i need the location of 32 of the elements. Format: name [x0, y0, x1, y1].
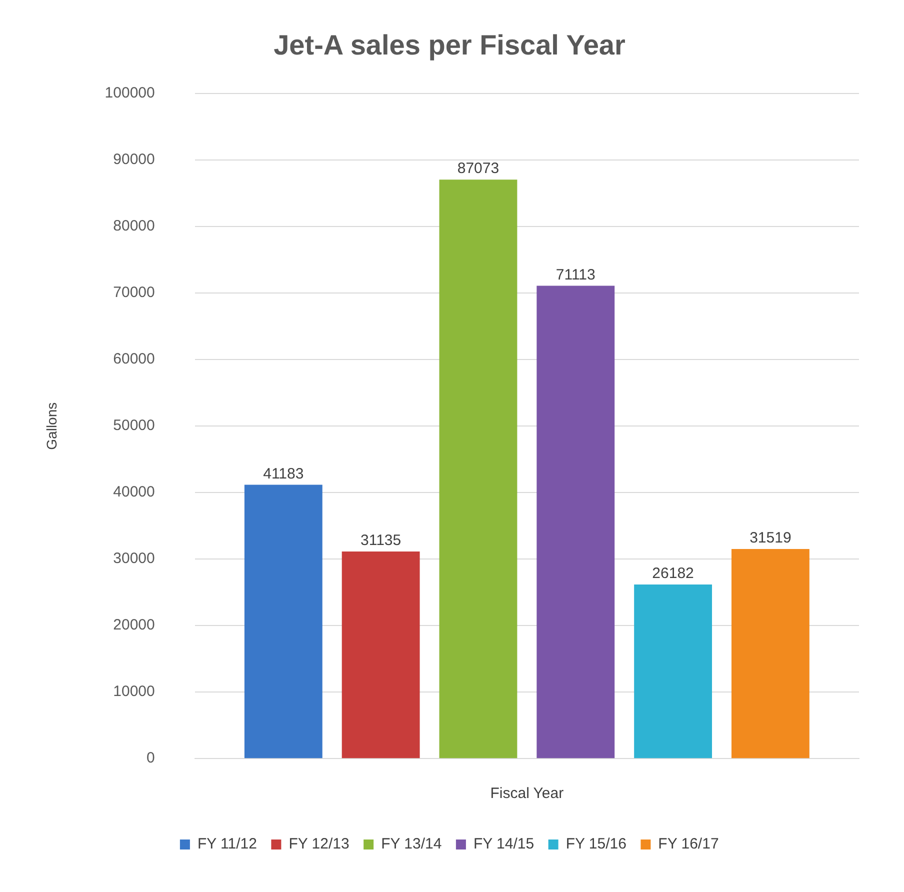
bar — [731, 549, 810, 758]
data-label: 31135 — [360, 532, 402, 550]
legend-label: FY 14/15 — [473, 836, 534, 853]
bar — [634, 584, 712, 758]
data-label: 31519 — [750, 530, 792, 547]
chart-title: Jet-A sales per Fiscal Year — [274, 30, 626, 61]
legend-label: FY 13/14 — [381, 836, 442, 853]
y-tick-label: 80000 — [113, 218, 155, 235]
y-tick-label: 40000 — [113, 484, 155, 501]
y-tick-label: 30000 — [113, 550, 155, 568]
data-label: 71113 — [556, 266, 596, 284]
y-tick-label: 100000 — [104, 84, 155, 102]
data-label: 26182 — [652, 565, 694, 582]
y-tick-label: 10000 — [113, 683, 155, 700]
legend-label: FY 11/12 — [197, 836, 257, 853]
legend-label: FY 12/13 — [288, 836, 350, 853]
y-tick-label: 0 — [146, 750, 155, 767]
bar — [439, 180, 518, 758]
y-axis-title: Gallons — [43, 402, 60, 450]
y-tick-label: 70000 — [113, 284, 155, 302]
bar — [342, 552, 420, 758]
data-label: 87073 — [457, 160, 500, 178]
bar — [536, 286, 615, 758]
bar — [244, 484, 322, 758]
y-tick-label: 60000 — [113, 350, 155, 368]
data-label: 41183 — [263, 465, 304, 482]
legend-label: FY 15/16 — [566, 836, 626, 853]
y-tick-label: 20000 — [113, 616, 155, 634]
legend-label: FY 16/17 — [658, 836, 719, 853]
y-tick-label: 90000 — [113, 151, 155, 168]
x-axis-title: Fiscal Year — [490, 785, 564, 802]
y-tick-label: 50000 — [113, 417, 155, 434]
